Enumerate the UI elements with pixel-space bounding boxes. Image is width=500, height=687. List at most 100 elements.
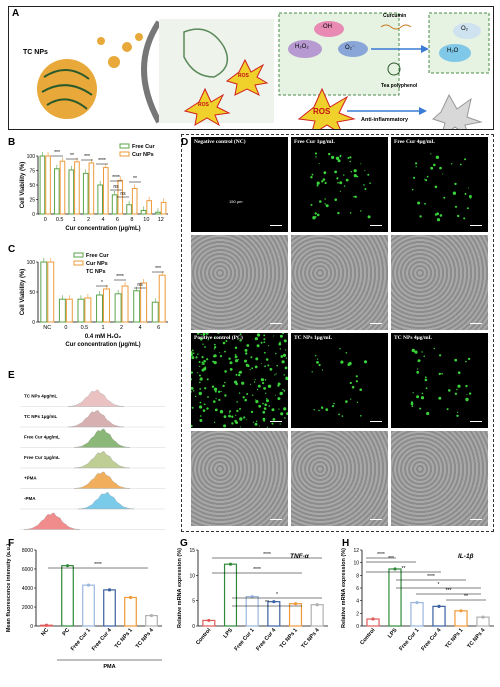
- image-label: Free Cur 1μg/mL: [294, 139, 336, 145]
- scale-bar: [470, 322, 482, 324]
- legend-entry: Free Cur: [86, 253, 109, 259]
- x-axis-label: Cur concentration (μg/mL): [65, 342, 140, 348]
- bar: [121, 285, 129, 323]
- bar: [74, 161, 80, 215]
- y-tick-label: 50: [29, 290, 35, 296]
- x-tick-label: Free Cur 1: [398, 627, 420, 652]
- ros-big-label: ROS: [313, 107, 331, 116]
- y-tick-label: 8000: [22, 548, 33, 554]
- data-point: [44, 623, 49, 627]
- histogram-label: TC NPs 4μg/mL: [24, 394, 58, 399]
- bar: [59, 160, 66, 215]
- bar: [388, 568, 402, 627]
- scale-bar: [270, 518, 282, 520]
- brightfield-image: [291, 431, 388, 526]
- data-point: [107, 588, 112, 592]
- bar: [124, 596, 137, 627]
- scale-bar: [270, 322, 282, 324]
- bar: [454, 610, 468, 627]
- y-tick-label: 25: [29, 198, 35, 204]
- x-tick-label: LPS: [223, 627, 235, 639]
- bar: [88, 162, 95, 215]
- sig-marker: *: [101, 280, 103, 286]
- x-tick-label: 0: [44, 217, 47, 223]
- x-tick-label: 10: [143, 217, 149, 223]
- data-point: [228, 562, 233, 566]
- sig-marker: ****: [98, 158, 106, 164]
- histogram-label: -PMA: [24, 496, 36, 501]
- microscopy-panel: D Negative control (NC) 150 μm Free Cur 1μ…: [181, 134, 494, 532]
- ros-label-2: ROS: [238, 73, 249, 79]
- sig-marker: **: [133, 176, 137, 182]
- x-tick-label: Control: [195, 627, 212, 646]
- y-axis-label: Relative mRNA expression (%): [177, 548, 183, 628]
- x-tick-label: 4: [139, 325, 142, 331]
- bar: [133, 290, 141, 323]
- x-tick-label: TC NPs 1: [279, 627, 299, 649]
- ros-label-1: ROS: [198, 102, 209, 108]
- legend-entry: Cur NPs: [132, 152, 154, 158]
- bar: [77, 298, 85, 323]
- sig-marker: ns: [113, 184, 119, 190]
- bar: [140, 282, 148, 323]
- bar: [84, 297, 92, 323]
- x-tick-label: 2: [87, 217, 90, 223]
- bar: [158, 274, 166, 323]
- x-tick-label: Free Cur 1: [70, 627, 92, 652]
- image-label: Positive control (PC): [194, 335, 243, 341]
- sig-marker: *: [276, 592, 278, 598]
- y-tick-label: 2000: [22, 605, 33, 611]
- bar: [97, 184, 103, 215]
- y-tick-label: 100: [27, 260, 36, 266]
- flow-histogram-e: TC NPs 4μg/mL TC NPs 1μg/mL Free Cur 4μg/m…: [20, 389, 165, 530]
- panel-label-c: C: [8, 244, 16, 255]
- bar: [61, 565, 74, 627]
- sig-marker: **: [265, 600, 269, 606]
- x-tick-label: PC: [62, 627, 72, 637]
- schematic-panel: A TC NPs ROS ROS H₂O₂ ·OH O₂⁻ ROS: [8, 6, 494, 130]
- scale-bar: [370, 420, 382, 422]
- x-tick-label: 1: [73, 217, 76, 223]
- bar: [103, 167, 109, 215]
- x-tick-label: TC NPs 4: [301, 627, 322, 650]
- o2-label: O₂: [461, 26, 468, 32]
- brightfield-image: [291, 235, 388, 330]
- bar: [245, 596, 259, 627]
- bar: [111, 194, 118, 215]
- scale-bar: [370, 518, 382, 520]
- x-tick-label: TC NPs 1: [114, 627, 134, 649]
- bar: [223, 563, 238, 627]
- x-tick-label: 12: [158, 217, 164, 223]
- sig-marker: ns: [120, 191, 126, 197]
- y-tick-label: 100: [27, 154, 36, 160]
- panel-label-e: E: [8, 370, 15, 381]
- bar: [47, 261, 55, 323]
- y-tick-label: 4000: [22, 586, 33, 592]
- y-tick-label: 2: [356, 611, 359, 617]
- bar: [131, 187, 138, 215]
- bar: [54, 168, 60, 215]
- viability-chart-c: 0 50 100 NC 0 0.5 1 2 4 6 Cur concentration (μg/mL…: [20, 252, 168, 348]
- bar: [114, 293, 122, 323]
- histogram-peak: [73, 451, 131, 469]
- histogram-peak: [67, 389, 125, 407]
- scale-bar: [370, 224, 382, 226]
- legend-entry: TC NPs: [86, 269, 106, 275]
- x-tick-label: 8: [130, 217, 133, 223]
- panel-label-f: F: [8, 538, 15, 549]
- bar: [39, 155, 46, 215]
- oh-label: ·OH: [321, 24, 332, 30]
- x-tick-label: 0: [64, 325, 67, 331]
- bar: [410, 601, 424, 627]
- tea-polyphenol-label: Tea polyphenol: [381, 83, 418, 89]
- x-tick-label: 0.5: [81, 325, 89, 331]
- data-point: [250, 595, 254, 599]
- histogram-peak: [73, 471, 131, 489]
- bar: [140, 210, 147, 215]
- y-tick-label: 10: [353, 561, 359, 567]
- brightfield-image: [191, 235, 288, 330]
- panel-label-a: A: [12, 8, 20, 19]
- y-tick-label: 4: [356, 599, 359, 605]
